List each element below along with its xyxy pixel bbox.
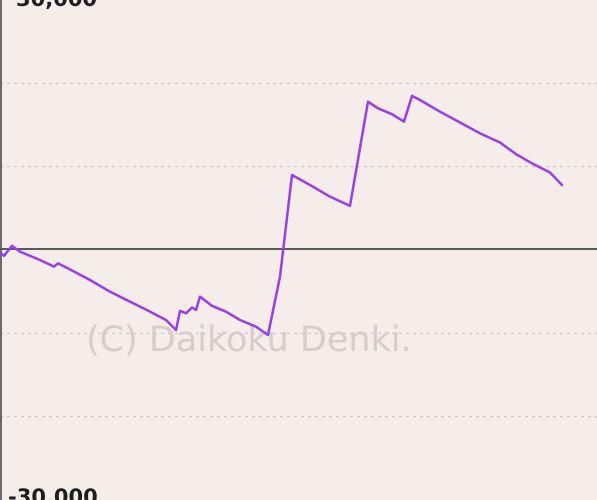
series-layer (0, 94, 564, 337)
y-tick-label-0: 30,000 (16, 0, 97, 11)
series-line-0 (0, 94, 564, 337)
grid-layer (0, 82, 597, 418)
y-tick-label-1: -30,000 (8, 485, 98, 500)
tick-label-layer: 30,000 -30,000 (8, 0, 98, 500)
watermark-text: (C) Daikoku Denki. (86, 320, 412, 360)
